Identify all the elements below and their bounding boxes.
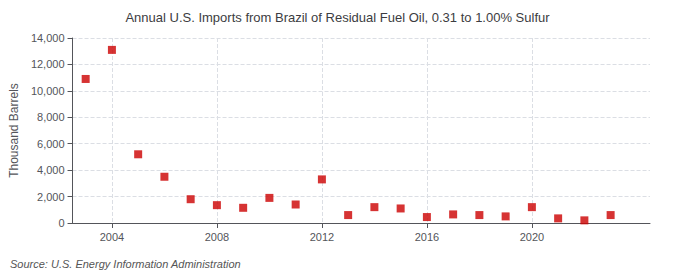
svg-text:6,000: 6,000 xyxy=(37,138,65,150)
svg-text:12,000: 12,000 xyxy=(31,58,65,70)
svg-text:2008: 2008 xyxy=(205,231,229,243)
svg-text:Source: U.S. Energy Informatio: Source: U.S. Energy Information Administ… xyxy=(10,258,241,270)
svg-text:2,000: 2,000 xyxy=(37,191,65,203)
svg-text:2020: 2020 xyxy=(520,231,544,243)
svg-text:2004: 2004 xyxy=(100,231,124,243)
svg-text:8,000: 8,000 xyxy=(37,111,65,123)
svg-text:14,000: 14,000 xyxy=(31,32,65,44)
svg-text:Annual U.S. Imports from Brazi: Annual U.S. Imports from Brazil of Resid… xyxy=(125,10,550,25)
svg-text:10,000: 10,000 xyxy=(31,85,65,97)
svg-text:2012: 2012 xyxy=(310,231,334,243)
svg-text:4,000: 4,000 xyxy=(37,164,65,176)
svg-text:Thousand Barrels: Thousand Barrels xyxy=(7,83,21,178)
svg-text:0: 0 xyxy=(58,217,64,229)
svg-text:2016: 2016 xyxy=(415,231,439,243)
